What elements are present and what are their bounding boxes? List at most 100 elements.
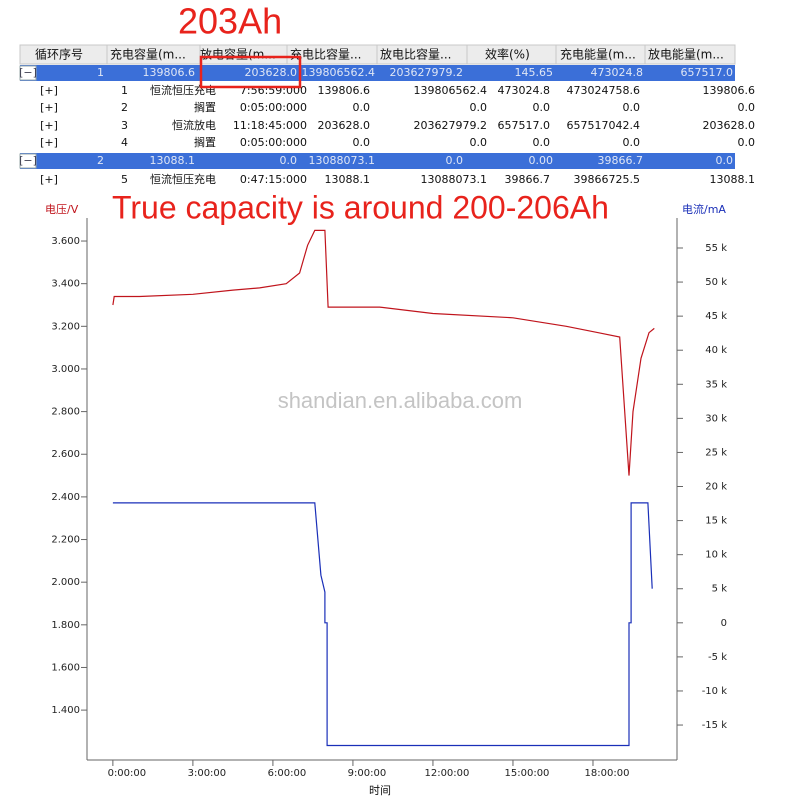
table-cell: 恒流恒压充电	[150, 83, 216, 97]
expand-toggle[interactable]: [+]	[40, 119, 58, 132]
table-cell: 657517.0	[498, 119, 551, 132]
y2-tick-label: 5 k	[712, 584, 728, 595]
table-cell: 39866.7	[598, 154, 644, 167]
y2-tick-label: 45 k	[705, 311, 727, 322]
collapse-toggle[interactable]: [−]	[19, 154, 37, 167]
header-cell: 放电能量(m...	[648, 47, 724, 62]
table-cell: 13088073.1	[309, 154, 375, 167]
capacity-annotation: 203Ah	[178, 1, 282, 42]
table-cell: 0.0	[470, 101, 488, 114]
table-cell: 1	[121, 84, 128, 97]
table-cell: 0.0	[533, 136, 551, 149]
table-cell: 0:05:00:000	[240, 101, 307, 114]
table-cell: 139806.6	[143, 66, 196, 79]
table-cell: 0:05:00:000	[240, 136, 307, 149]
table-cell: 1	[97, 66, 104, 79]
y2-tick-label: 25 k	[705, 447, 727, 458]
table-cell: 0.0	[533, 101, 551, 114]
table-cell: 2	[97, 154, 104, 167]
table-cell: 139806562.4	[302, 66, 375, 79]
y2-tick-label: 50 k	[705, 277, 727, 288]
x-tick-label: 6:00:00	[268, 768, 307, 779]
row-highlight	[20, 65, 735, 81]
header-cell: 充电能量(m...	[560, 47, 636, 62]
table-cell: 0.0	[623, 136, 641, 149]
expander-box	[19, 65, 37, 81]
table-cell: 139806.6	[318, 84, 371, 97]
table-cell: 13088.1	[325, 173, 371, 186]
table-cell: 0.0	[353, 136, 371, 149]
table-cell: 203628.0	[318, 119, 371, 132]
table-cell: 0:47:15:000	[240, 173, 307, 186]
y2-tick-label: 55 k	[705, 243, 727, 254]
table-cell: 0.00	[529, 154, 554, 167]
collapse-toggle[interactable]: [−]	[19, 66, 37, 79]
table-cell: 0.0	[738, 136, 756, 149]
table-cell: 0.0	[470, 136, 488, 149]
y-axis-title: 电压/V	[45, 203, 79, 216]
table-cell: 139806562.4	[414, 84, 487, 97]
y-tick-label: 1.600	[51, 662, 80, 673]
table-cell: 恒流恒压充电	[150, 172, 216, 186]
y2-tick-label: -5 k	[708, 652, 727, 663]
highlight-box	[199, 55, 302, 89]
table-cell: 473024758.6	[567, 84, 640, 97]
note-annotation: True capacity is around 200-206Ah	[112, 189, 609, 225]
table-cell: 657517042.4	[567, 119, 640, 132]
y-tick-label: 1.400	[51, 705, 80, 716]
y-tick-label: 2.000	[51, 577, 80, 588]
y-tick-label: 2.800	[51, 407, 80, 418]
x-axis-title: 时间	[369, 784, 391, 797]
y2-axis-title: 电流/mA	[682, 202, 726, 216]
table-cell: 恒流放电	[172, 118, 216, 132]
table-cell: 0.0	[716, 154, 734, 167]
table-cell: 0.0	[353, 101, 371, 114]
y-tick-label: 1.800	[51, 620, 80, 631]
expand-toggle[interactable]: [+]	[40, 136, 58, 149]
expand-toggle[interactable]: [+]	[40, 101, 58, 114]
table-cell: 203627979.2	[390, 66, 463, 79]
table-cell: 0.0	[446, 154, 464, 167]
table-cell: 3	[121, 119, 128, 132]
y-tick-label: 3.200	[51, 321, 80, 332]
expand-toggle[interactable]: [+]	[40, 173, 58, 186]
table-cell: 203628.0	[245, 66, 298, 79]
y-tick-label: 2.400	[51, 492, 80, 503]
expander-box	[19, 153, 37, 169]
x-tick-label: 3:00:00	[188, 768, 227, 779]
x-tick-label: 15:00:00	[505, 768, 550, 779]
series-line	[112, 229, 655, 476]
x-tick-label: 9:00:00	[348, 768, 387, 779]
x-tick-label: 18:00:00	[585, 768, 630, 779]
y-tick-label: 3.600	[51, 236, 80, 247]
y2-tick-label: 15 k	[705, 516, 727, 527]
watermark: shandian.en.alibaba.com	[278, 388, 523, 413]
chart: 电压/V 电流/mA 时间 1.400 1.600 1.800 2.000 2.200 2.40…	[45, 202, 727, 797]
y-tick-label: 2.200	[51, 535, 80, 546]
table-cell: 5	[121, 173, 128, 186]
y2-tick-label: 20 k	[705, 482, 727, 493]
table-cell: 13088073.1	[421, 173, 487, 186]
y2-tick-label: 40 k	[705, 345, 727, 356]
y-tick-label: 3.000	[51, 364, 80, 375]
x-tick-label: 12:00:00	[424, 768, 469, 779]
expand-toggle[interactable]: [+]	[40, 84, 58, 97]
table: 循环序号 充电容量(m... 放电容量(m... 充电比容量... 放电比容量... 效率…	[19, 45, 755, 186]
table-cell: 39866725.5	[574, 173, 640, 186]
y2-tick-label: 35 k	[705, 379, 727, 390]
table-cell: 473024.8	[591, 66, 644, 79]
row-highlight	[20, 153, 735, 169]
table-cell: 0.0	[280, 154, 298, 167]
table-cell: 2	[121, 101, 128, 114]
y2-tick-label: -10 k	[702, 686, 728, 697]
y2-tick-label: 0	[721, 618, 727, 629]
table-cell: 0.0	[738, 101, 756, 114]
table-cell: 0.0	[623, 101, 641, 114]
header-cell: 效率(%)	[485, 47, 530, 62]
table-cell: 13088.1	[150, 154, 196, 167]
table-cell: 搁置	[194, 135, 216, 149]
table-cell: 11:18:45:000	[233, 119, 307, 132]
y2-tick-label: 30 k	[705, 413, 727, 424]
